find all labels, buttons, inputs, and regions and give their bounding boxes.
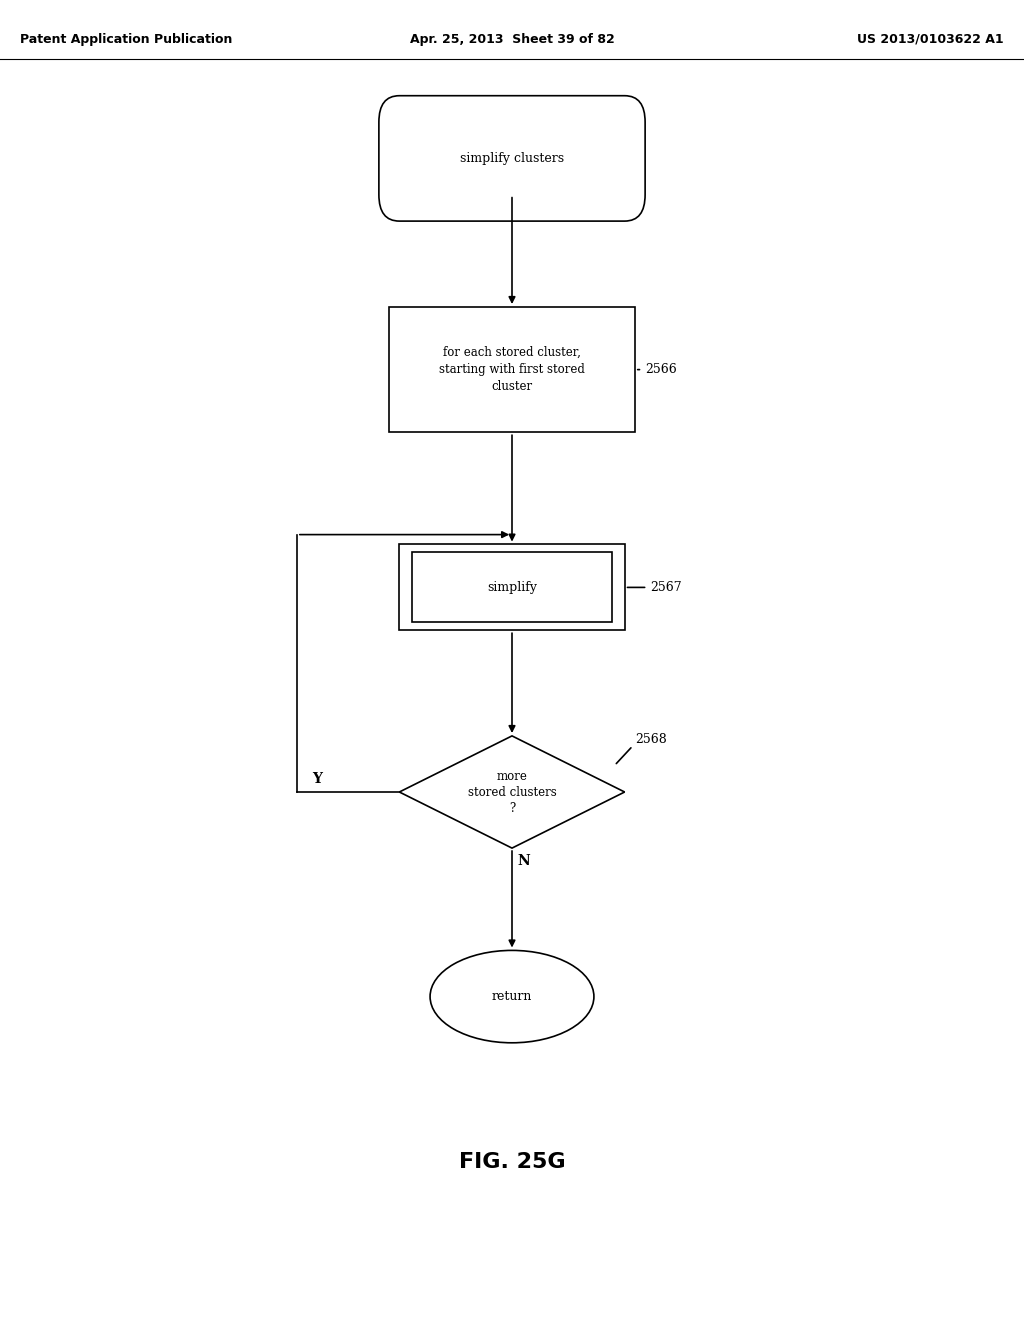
Text: simplify clusters: simplify clusters [460,152,564,165]
Text: for each stored cluster,
starting with first stored
cluster: for each stored cluster, starting with f… [439,346,585,393]
FancyBboxPatch shape [379,96,645,220]
Text: Patent Application Publication: Patent Application Publication [20,33,232,46]
Text: 2567: 2567 [628,581,682,594]
Text: US 2013/0103622 A1: US 2013/0103622 A1 [857,33,1004,46]
Text: 2568: 2568 [635,733,667,746]
Ellipse shape [430,950,594,1043]
Text: N: N [517,854,529,867]
Text: Apr. 25, 2013  Sheet 39 of 82: Apr. 25, 2013 Sheet 39 of 82 [410,33,614,46]
Bar [412,552,612,622]
Text: return: return [492,990,532,1003]
Text: FIG. 25G: FIG. 25G [459,1151,565,1172]
Text: more
stored clusters
?: more stored clusters ? [468,770,556,814]
Text: 2566: 2566 [638,363,677,376]
Text: Y: Y [312,772,323,785]
Polygon shape [399,737,625,847]
Text: simplify: simplify [487,581,537,594]
Bar [399,544,625,630]
Bar [389,308,635,433]
